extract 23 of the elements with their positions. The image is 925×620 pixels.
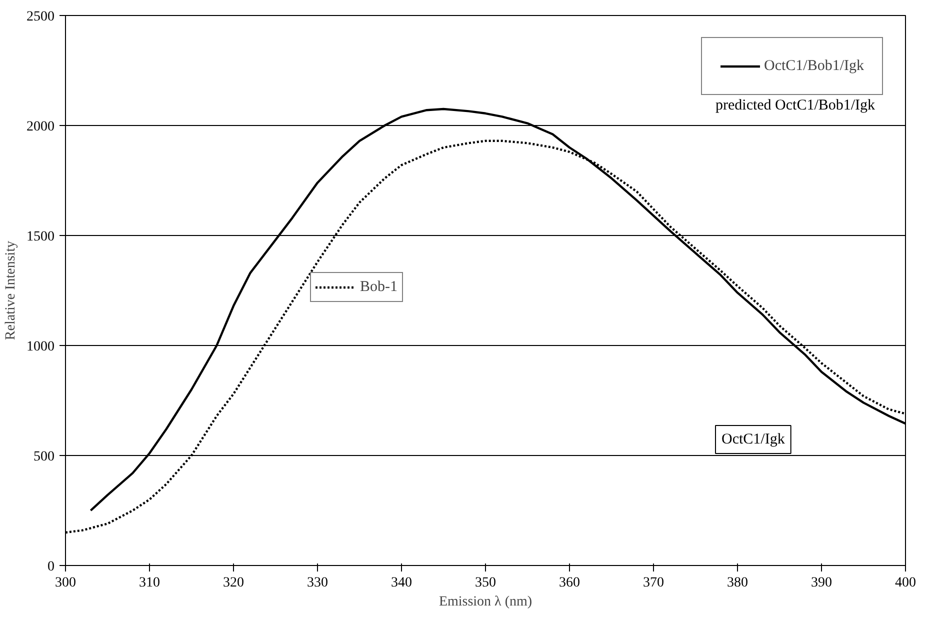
x-axis-title: Emission λ (nm)	[438, 594, 532, 610]
y-tick-label: 2500	[26, 10, 54, 24]
x-tick-label: 310	[139, 576, 160, 590]
x-tick-label: 390	[811, 576, 832, 590]
legend-label: OctC1/Bob1/Igk	[764, 58, 864, 74]
y-tick-label: 0	[48, 560, 54, 574]
x-tick-label: 350	[475, 576, 496, 590]
x-tick-label: 330	[307, 576, 328, 590]
y-tick-label: 2000	[26, 120, 54, 134]
y-tick-label: 1000	[26, 340, 54, 354]
x-tick-label: 370	[643, 576, 664, 590]
legend-label: Bob-1	[360, 278, 398, 296]
annotation: predicted OctC1/Bob1/Igk	[716, 98, 876, 114]
x-tick-label: 320	[223, 576, 244, 590]
x-tick-label: 400	[895, 576, 916, 590]
y-tick-label: 500	[34, 450, 54, 464]
x-tick-label: 300	[55, 576, 76, 590]
y-tick-label: 1500	[26, 230, 54, 244]
x-tick-label: 380	[727, 576, 748, 590]
y-axis-title: Relative Intensity	[4, 240, 18, 340]
x-tick-label: 340	[391, 576, 412, 590]
annotation: OctC1/Igk	[722, 432, 786, 448]
x-tick-label: 360	[559, 576, 580, 590]
